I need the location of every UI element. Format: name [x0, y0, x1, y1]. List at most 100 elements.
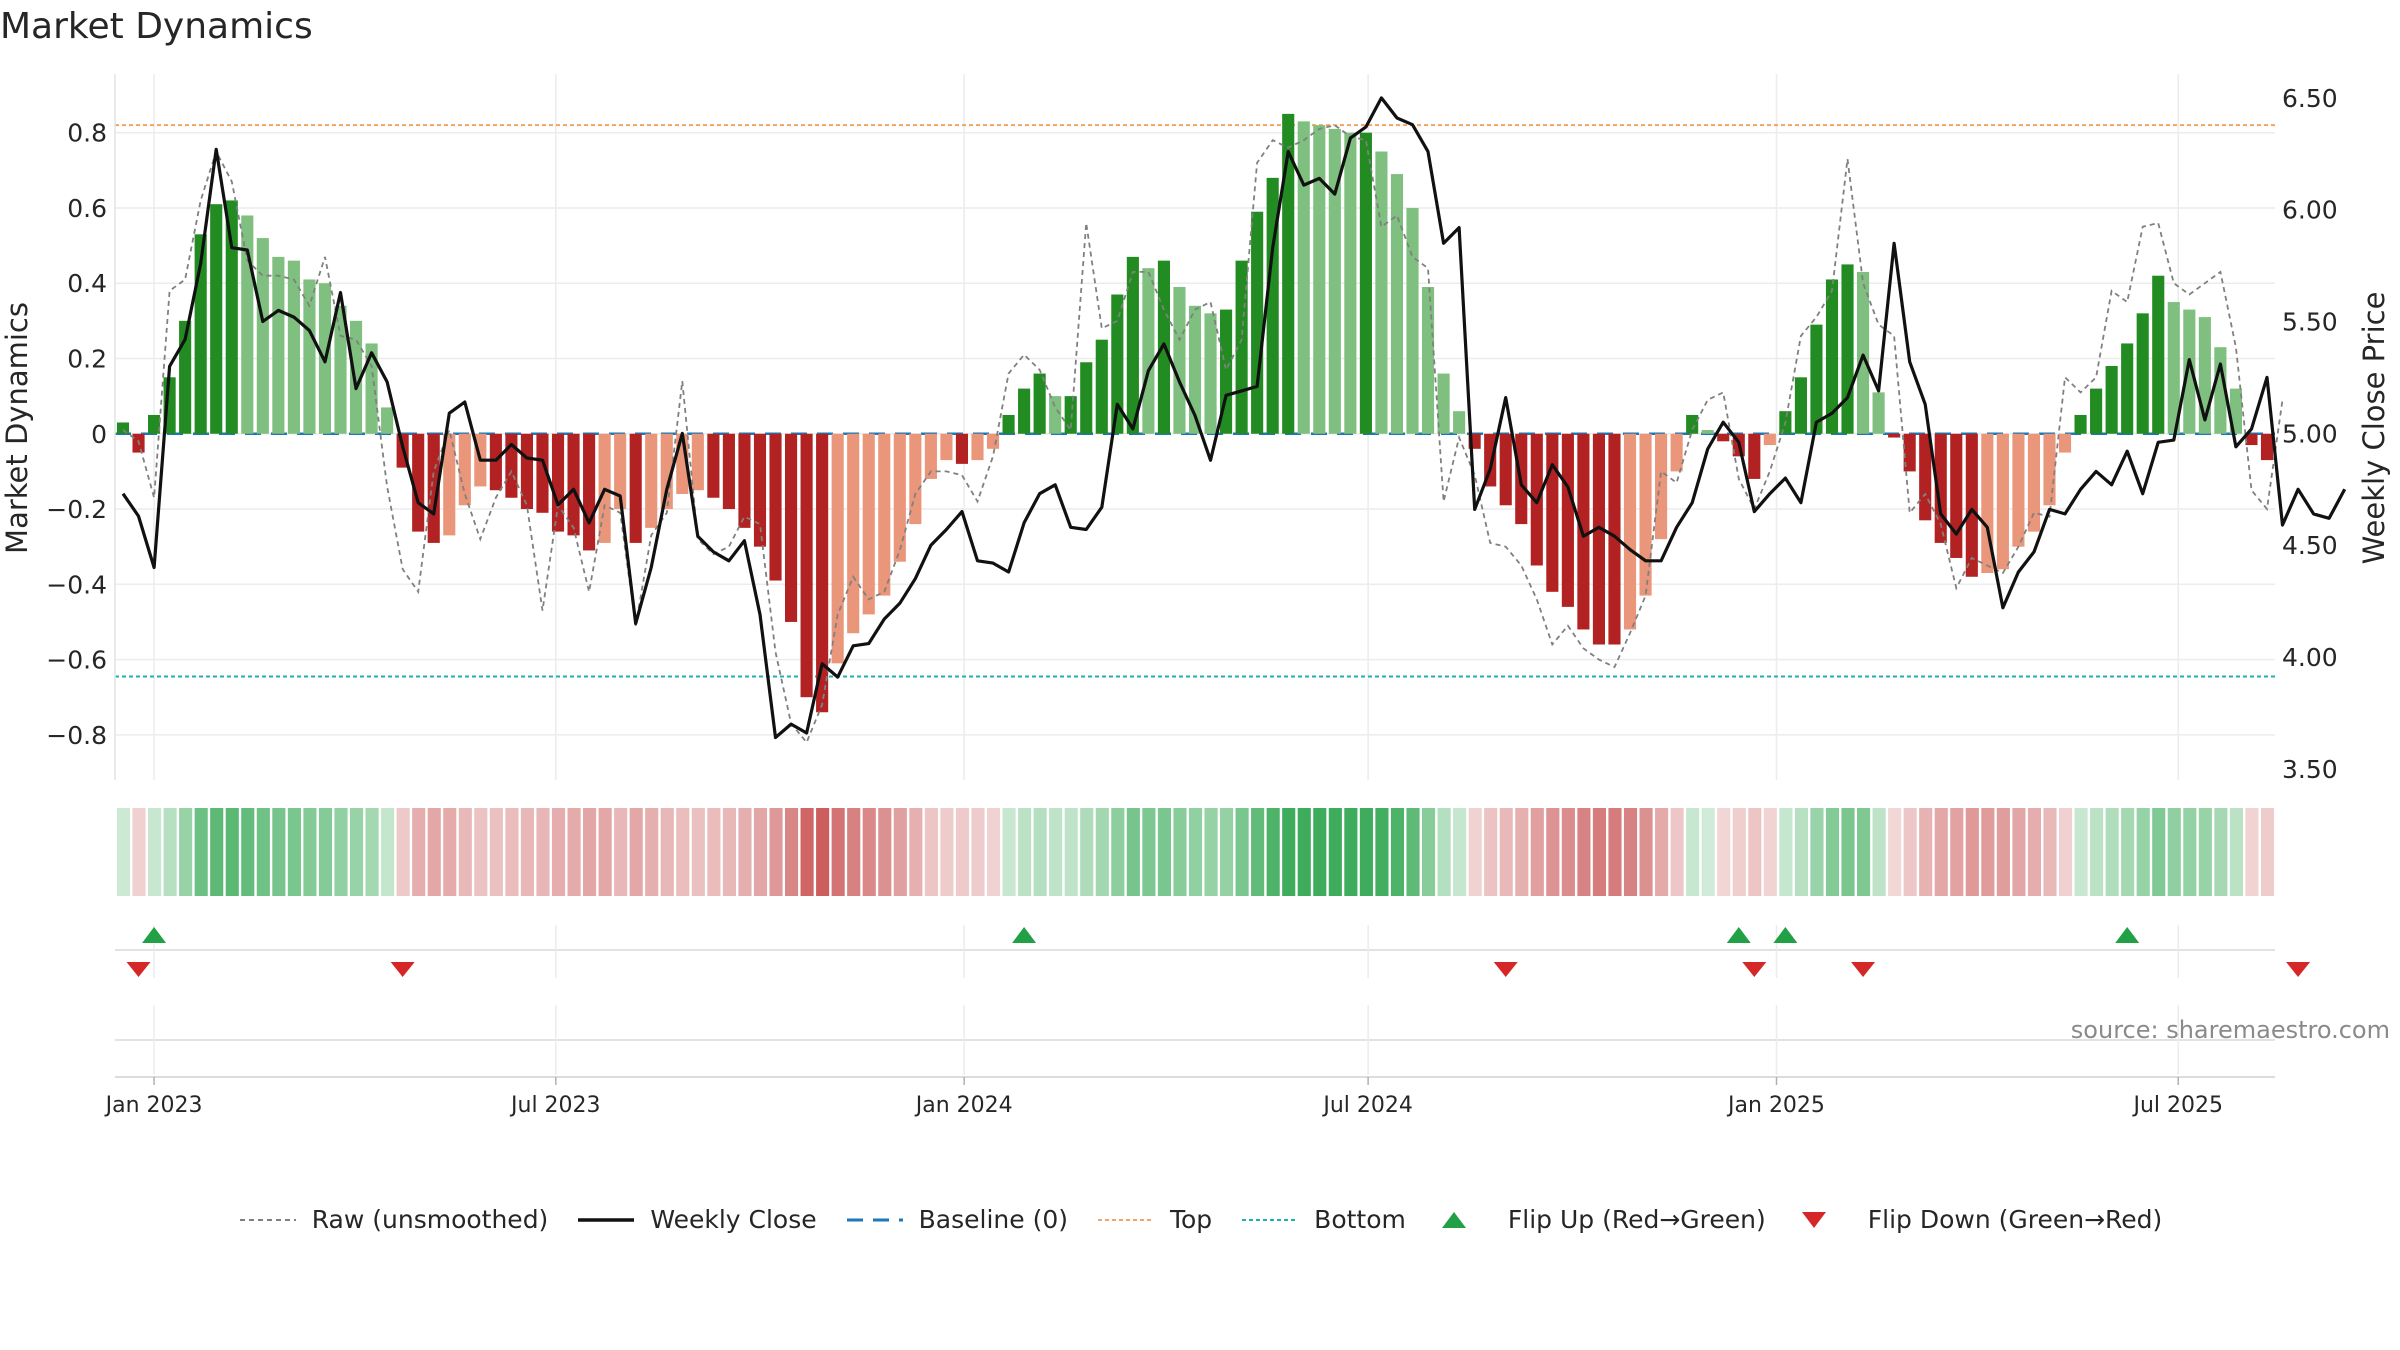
- left-tick-label-1: 0.6: [67, 194, 107, 223]
- bar-123: [2027, 433, 2041, 532]
- bar-80: [1359, 132, 1372, 434]
- strip-cell-95: [1592, 808, 1607, 896]
- market-dynamics-chart: 0.8 0.6 0.4 0.2 0 −0.2 −0.4 −0.6 −0.8 6.50 6.00 5.…: [0, 74, 2391, 1118]
- strip-cell-128: [2105, 808, 2119, 896]
- strip-cell-90: [1515, 808, 1529, 896]
- strip-cell-132: [2167, 808, 2181, 896]
- strip-cell-64: [1111, 808, 1125, 896]
- bar-39: [722, 433, 735, 510]
- strip-cell-66: [1142, 808, 1156, 896]
- bar-84: [1421, 286, 1435, 434]
- strip-cell-13: [318, 808, 333, 896]
- strip-cell-106: [1763, 808, 1777, 896]
- strip-cell-38: [707, 808, 721, 896]
- bar-28: [551, 433, 565, 532]
- close-series-group: [121, 96, 2347, 740]
- flip-down-marker-2: [1493, 962, 1518, 977]
- strip-cell-42: [769, 808, 783, 896]
- bar-119: [1965, 433, 1978, 577]
- bar-105: [1748, 433, 1761, 479]
- strip-cell-73: [1251, 808, 1265, 896]
- strip-cell-84: [1421, 808, 1436, 896]
- raw-series-group: [122, 124, 2284, 745]
- bar-127: [2090, 388, 2103, 434]
- strip-cell-113: [1872, 808, 1886, 896]
- strip-cell-74: [1266, 808, 1280, 896]
- bar-27: [536, 433, 549, 513]
- strip-cell-32: [614, 808, 628, 896]
- bar-40: [738, 433, 751, 528]
- strip-cell-96: [1608, 808, 1622, 896]
- strip-cell-8: [241, 808, 255, 896]
- strip-cell-17: [381, 808, 395, 896]
- left-tick-label-6: −0.4: [46, 570, 107, 599]
- strip-cell-0: [116, 808, 131, 896]
- strip-cell-65: [1126, 808, 1140, 896]
- strip-cell-70: [1204, 808, 1218, 896]
- strip-cell-23: [474, 808, 488, 896]
- strip-cell-81: [1375, 808, 1389, 896]
- strip-cell-7: [225, 808, 239, 896]
- strip-cell-98: [1639, 808, 1653, 896]
- bar-58: [1018, 388, 1031, 434]
- strip-cell-31: [598, 808, 612, 896]
- bar-50: [893, 433, 906, 562]
- strip-cell-120: [1981, 808, 1995, 896]
- right-tick-label-4: 4.50: [2282, 531, 2338, 560]
- right-tick-label-5: 4.00: [2282, 643, 2338, 672]
- bar-70: [1204, 313, 1217, 434]
- bar-78: [1328, 128, 1341, 434]
- bar-68: [1173, 286, 1186, 434]
- bar-108: [1794, 377, 1807, 434]
- strip-cell-97: [1623, 808, 1638, 896]
- strip-cell-34: [645, 808, 659, 896]
- bar-37: [691, 433, 704, 491]
- strip-cell-30: [583, 808, 597, 896]
- bar-116: [1919, 433, 1932, 521]
- raw-line: [122, 124, 2284, 745]
- bar-60: [1049, 396, 1062, 434]
- strip-cell-56: [986, 808, 1001, 896]
- bar-57: [1002, 414, 1015, 434]
- strip-cell-104: [1732, 808, 1746, 896]
- bar-114: [1888, 433, 1901, 438]
- chart-title: Market Dynamics: [0, 6, 313, 47]
- bar-103: [1717, 433, 1730, 442]
- strip-cell-59: [1033, 808, 1047, 896]
- strip-cell-129: [2121, 808, 2135, 896]
- strip-cell-58: [1018, 808, 1032, 896]
- strip-cell-88: [1484, 808, 1498, 896]
- legend-label-flip-down: Flip Down (Green→Red): [1867, 1205, 2163, 1234]
- x-tick-label-0: Jan 2023: [104, 1093, 203, 1118]
- strip-cell-46: [831, 808, 845, 896]
- strip-cell-78: [1328, 808, 1342, 896]
- bar-96: [1608, 433, 1621, 645]
- bar-43: [784, 433, 798, 622]
- strip-cell-53: [940, 808, 954, 896]
- bar-113: [1872, 392, 1885, 434]
- strip-cell-16: [365, 808, 379, 896]
- strip-cell-92: [1546, 808, 1560, 896]
- strip-cell-68: [1173, 808, 1187, 896]
- flip-down-marker-3: [1742, 962, 1767, 977]
- legend-item-raw: Raw (unsmoothed): [238, 1205, 548, 1234]
- strip-cell-25: [505, 808, 519, 896]
- x-tick-label-1: Jul 2023: [509, 1093, 601, 1118]
- strip-cell-1: [132, 808, 146, 896]
- bar-76: [1297, 121, 1310, 434]
- bar-49: [878, 433, 891, 596]
- legend-label-baseline: Baseline (0): [918, 1205, 1068, 1234]
- bar-52: [924, 433, 937, 479]
- strip-cell-76: [1297, 808, 1311, 896]
- left-tick-label-3: 0.2: [67, 344, 107, 373]
- strip-cell-100: [1670, 808, 1684, 896]
- left-tick-label-8: −0.8: [46, 721, 107, 750]
- bar-124: [2043, 433, 2056, 506]
- bar-83: [1406, 207, 1419, 434]
- strip-cell-110: [1825, 808, 1840, 896]
- x-axis: Jan 2023 Jul 2023 Jan 2024 Jul 2024 Jan 2025…: [104, 1076, 2275, 1118]
- strip-cell-44: [800, 808, 814, 896]
- bar-99: [1655, 433, 1668, 540]
- strip-cell-55: [971, 808, 985, 896]
- strip-cell-22: [458, 808, 472, 896]
